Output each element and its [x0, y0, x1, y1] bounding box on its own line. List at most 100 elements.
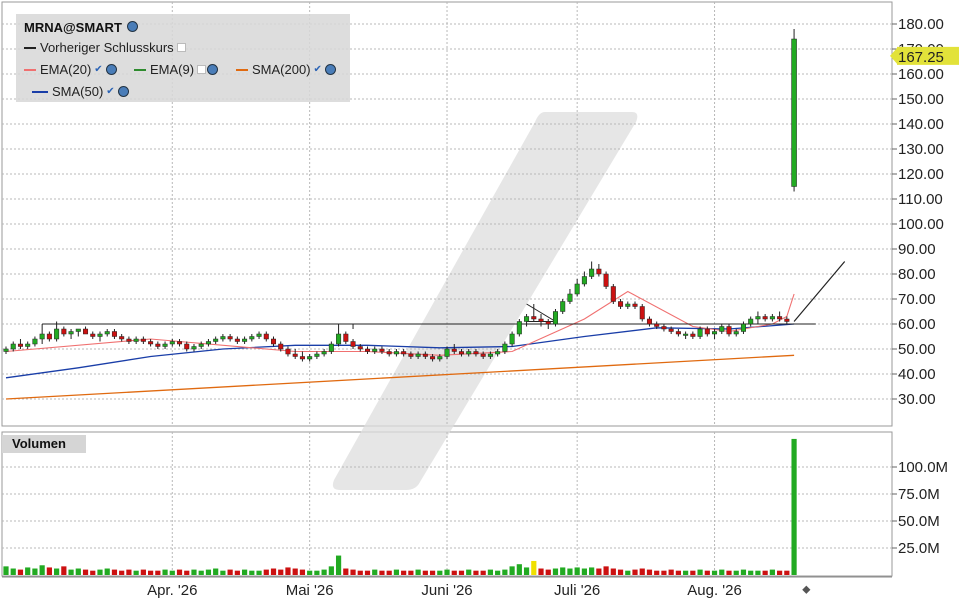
legend-label-sma50: SMA(50): [52, 84, 104, 99]
volume-bar: [249, 570, 255, 575]
candle-body: [610, 286, 616, 302]
volume-tick-label: 25.0M: [898, 540, 940, 557]
candle-body: [83, 328, 89, 335]
price-tick-label: 90.00: [898, 241, 936, 258]
volume-bar: [401, 570, 407, 575]
globe-icon[interactable]: [324, 64, 336, 75]
candle-body: [213, 338, 219, 342]
candle-body: [227, 336, 233, 340]
candle-body: [256, 333, 262, 337]
candle-body: [668, 328, 674, 332]
volume-bar: [495, 570, 501, 575]
volume-bar: [589, 567, 595, 575]
volume-bar: [531, 560, 537, 575]
volume-bar: [704, 570, 710, 575]
volume-bar: [82, 569, 89, 575]
globe-icon[interactable]: [207, 64, 219, 75]
candle-body: [552, 311, 558, 325]
candle-body: [791, 38, 797, 187]
candle-body: [430, 356, 436, 360]
time-tick-label: Juni '26: [421, 582, 472, 599]
volume-bar: [466, 569, 472, 575]
volume-bar: [198, 570, 204, 575]
volume-bar: [119, 570, 125, 575]
volume-bar: [748, 570, 754, 575]
candle-body: [740, 323, 746, 332]
legend-item-sma200: SMA(200) ✔: [236, 62, 336, 77]
price-tick-label: 50.00: [898, 341, 936, 358]
volume-bar: [675, 570, 681, 575]
volume-bar: [502, 569, 508, 575]
price-tick-label: 40.00: [898, 366, 936, 383]
last-price-pointer: [890, 46, 898, 65]
volume-bar: [683, 570, 689, 575]
scroll-marker-icon[interactable]: ⬥: [802, 582, 811, 596]
check-icon[interactable]: ✔: [94, 64, 103, 75]
globe-icon[interactable]: [105, 64, 117, 75]
price-tick-label: 70.00: [898, 291, 936, 308]
globe-icon[interactable]: [126, 21, 138, 32]
candle-body: [90, 333, 96, 337]
volume-bar: [379, 570, 385, 575]
volume-bar: [523, 567, 530, 575]
volume-bar: [299, 569, 306, 575]
volume-bar: [17, 569, 24, 575]
legend-item-ema9: EMA(9): [134, 62, 219, 77]
volume-bar: [3, 566, 9, 575]
price-tick-label: 100.00: [898, 216, 944, 233]
candle-body: [328, 343, 334, 352]
candle-body: [365, 348, 370, 352]
candle-body: [393, 351, 399, 355]
legend-item-sma50: SMA(50) ✔: [32, 84, 129, 99]
check-icon[interactable]: ✔: [106, 86, 115, 97]
candle-body: [487, 353, 493, 357]
volume-bar: [740, 569, 747, 575]
candle-body: [415, 353, 421, 357]
volume-bar: [104, 568, 110, 575]
volume-bar: [148, 570, 154, 575]
check-icon[interactable]: ✔: [313, 64, 322, 75]
volume-bar: [111, 569, 118, 575]
candle-body: [646, 318, 652, 325]
candle-body: [133, 338, 139, 342]
time-tick-label: Mai '26: [286, 582, 334, 599]
candle-body: [401, 351, 407, 355]
candle-body: [444, 348, 450, 357]
volume-bar: [162, 569, 168, 575]
volume-bar: [516, 564, 522, 575]
volume-bar: [451, 570, 457, 575]
volume-bar: [321, 569, 327, 575]
legend-toggle-box[interactable]: [176, 43, 186, 52]
candle-body: [466, 351, 472, 355]
candle-body: [39, 333, 45, 340]
price-tick-label: 130.00: [898, 141, 944, 158]
candle-body: [581, 276, 587, 285]
price-tick-label: 150.00: [898, 91, 944, 108]
candle-body: [661, 326, 667, 330]
volume-bar: [444, 569, 450, 575]
candle-body: [162, 343, 168, 347]
volume-bar: [307, 570, 313, 575]
volume-tick-label: 50.0M: [898, 513, 940, 530]
candle-body: [155, 343, 161, 347]
candle-body: [285, 348, 291, 355]
candle-body: [632, 303, 638, 307]
candle-body: [733, 331, 739, 335]
volume-bar: [90, 570, 96, 575]
previous-close-projection: [793, 261, 846, 322]
volume-bar: [39, 565, 45, 575]
legend-toggle-box[interactable]: [197, 65, 207, 74]
volume-bar: [596, 568, 602, 575]
volume-bar: [234, 570, 240, 575]
globe-icon[interactable]: [117, 86, 129, 97]
candle-body: [140, 338, 146, 342]
volume-bar: [270, 568, 277, 575]
volume-bar: [581, 568, 587, 575]
volume-bar: [184, 570, 190, 575]
candle-body: [762, 316, 768, 320]
candle-body: [242, 338, 248, 342]
volume-bar: [220, 570, 226, 575]
volume-bar: [126, 569, 132, 575]
volume-bar: [191, 569, 197, 575]
volume-bar: [213, 568, 219, 575]
